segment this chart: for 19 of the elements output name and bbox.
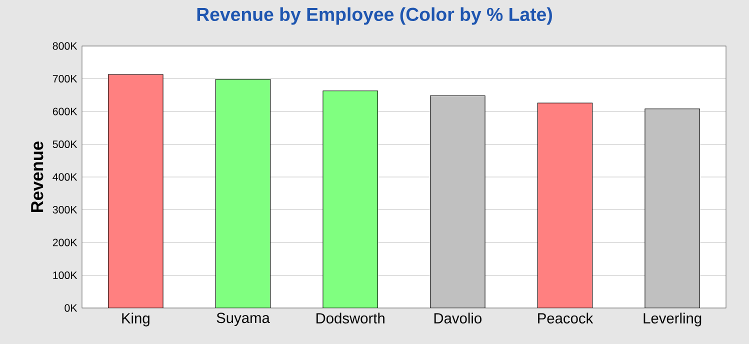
x-tick-label: Peacock [538,312,594,324]
x-tick-label: Davolio [434,312,482,324]
y-axis-title: Revenue [31,141,44,212]
chart-title: Revenue by Employee (Color by % Late) [197,7,552,25]
y-tick-label: 400K [52,173,78,181]
y-tick-label: 500K [52,140,78,148]
y-tick-label: 700K [52,74,78,83]
x-tick-label: Leverling [644,312,702,326]
y-tick-label: 800K [52,42,78,50]
bar [322,90,378,308]
bar [537,102,593,308]
x-tick-label: Dodsworth [316,312,384,324]
x-tick-label: King [122,312,150,326]
x-tick-label: Suyama [216,312,270,326]
y-tick-label: 200K [52,238,78,246]
y-tick-label: 600K [52,108,78,116]
y-tick-label: 300K [52,206,78,214]
y-tick-label: 0K [64,304,78,312]
y-tick-label: 100K [53,271,78,280]
